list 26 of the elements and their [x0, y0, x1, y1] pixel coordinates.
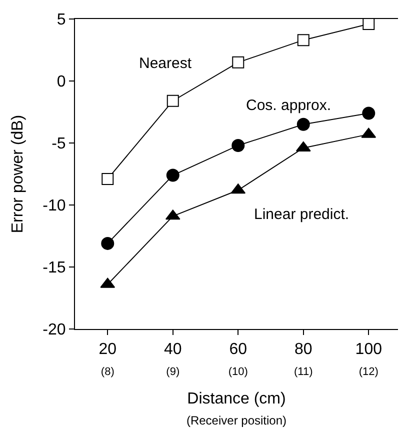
- point: [166, 94, 179, 107]
- x-tick-label: 20 (8): [98, 341, 117, 378]
- y-axis-title: Error power (dB): [10, 114, 27, 234]
- point: [362, 106, 376, 120]
- point: [101, 236, 114, 250]
- point: [232, 138, 245, 152]
- point: [102, 172, 114, 185]
- series-label: Cos. approx.: [246, 97, 332, 114]
- x-tick-label: 80 (11): [294, 341, 313, 378]
- x-tick-label: 60 (10): [228, 341, 248, 378]
- point: [362, 18, 375, 30]
- y-tick-label: 0: [56, 74, 66, 91]
- y-tick-label: 5: [56, 12, 66, 29]
- point: [232, 56, 244, 68]
- y-tick-label: -20: [42, 322, 66, 339]
- point: [297, 34, 310, 46]
- series-label: Linear predict.: [254, 206, 350, 223]
- x-tick-label: 100 (12): [355, 341, 382, 378]
- y-tick-label: -15: [42, 260, 66, 277]
- point: [296, 118, 310, 131]
- point: [166, 168, 180, 182]
- x-axis-title: Distance (cm) (Receiver position): [186, 390, 287, 428]
- y-tick-label: -10: [42, 198, 66, 215]
- series-label: Nearest: [139, 55, 192, 72]
- y-tick-label: -5: [52, 136, 66, 153]
- x-tick-label: 40 (9): [164, 341, 182, 378]
